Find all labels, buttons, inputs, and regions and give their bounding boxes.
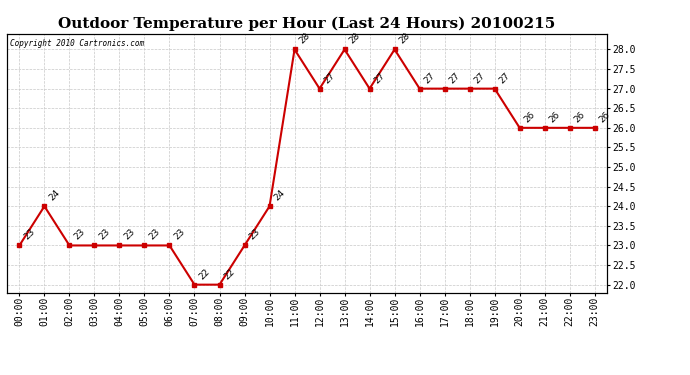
Text: 24: 24 (47, 188, 61, 203)
Text: 23: 23 (172, 228, 187, 242)
Text: 23: 23 (72, 228, 87, 242)
Text: 23: 23 (122, 228, 137, 242)
Text: 26: 26 (598, 110, 612, 124)
Text: 23: 23 (147, 228, 161, 242)
Text: 28: 28 (297, 32, 312, 46)
Text: 23: 23 (97, 228, 112, 242)
Text: 27: 27 (447, 70, 462, 85)
Text: 26: 26 (573, 110, 587, 124)
Text: 28: 28 (397, 32, 412, 46)
Text: 27: 27 (422, 70, 437, 85)
Text: 28: 28 (347, 32, 362, 46)
Title: Outdoor Temperature per Hour (Last 24 Hours) 20100215: Outdoor Temperature per Hour (Last 24 Ho… (59, 17, 555, 31)
Text: 24: 24 (273, 188, 286, 203)
Text: Copyright 2010 Cartronics.com: Copyright 2010 Cartronics.com (10, 39, 144, 48)
Text: 27: 27 (473, 70, 487, 85)
Text: 27: 27 (322, 70, 337, 85)
Text: 22: 22 (222, 267, 237, 281)
Text: 26: 26 (522, 110, 537, 124)
Text: 27: 27 (373, 70, 387, 85)
Text: 22: 22 (197, 267, 212, 281)
Text: 27: 27 (497, 70, 512, 85)
Text: 23: 23 (247, 228, 262, 242)
Text: 23: 23 (22, 228, 37, 242)
Text: 26: 26 (547, 110, 562, 124)
